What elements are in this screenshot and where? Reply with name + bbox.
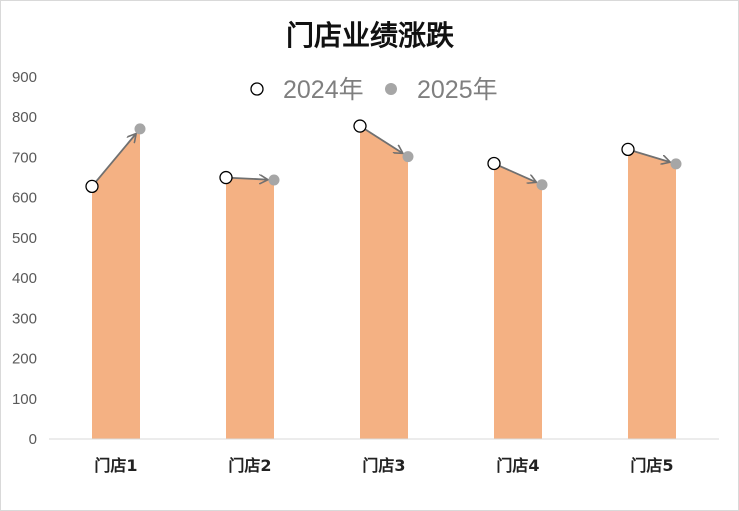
area-segment (494, 163, 542, 439)
area-segment (360, 126, 408, 440)
change-arrow (499, 165, 535, 182)
point-2024 (621, 142, 635, 157)
y-tick-label: 600 (12, 190, 37, 207)
y-tick-label: 700 (12, 149, 37, 166)
point-2024 (353, 119, 367, 133)
point-2024 (487, 156, 501, 171)
legend: 2024年 2025年 (250, 76, 498, 104)
point-2024 (219, 170, 233, 185)
change-arrow (231, 178, 267, 180)
legend-marker-2025 (385, 83, 397, 95)
x-tick-label: 门店1 (94, 456, 137, 475)
y-tick-label: 300 (12, 310, 37, 327)
point-2025 (402, 151, 414, 163)
change-arrows (95, 128, 670, 183)
point-2025 (268, 174, 280, 186)
y-tick-label: 200 (12, 351, 37, 368)
point-2025 (536, 179, 548, 191)
area-segment (92, 128, 140, 439)
x-tick-label: 门店4 (496, 456, 539, 475)
legend-marker-2024 (250, 82, 264, 96)
x-tick-label: 门店3 (362, 456, 405, 475)
x-tick-label: 门店5 (630, 456, 673, 475)
chart-title: 门店业绩涨跌 (286, 19, 454, 52)
change-arrow (95, 134, 136, 183)
x-axis: 门店1 门店2 门店3 门店4 门店5 (94, 456, 673, 475)
change-arrow (633, 150, 670, 162)
y-tick-label: 100 (12, 391, 37, 408)
point-2024 (85, 179, 99, 194)
plot-areas (92, 126, 676, 440)
y-tick-label: 500 (12, 230, 37, 247)
area-segment (628, 149, 676, 439)
legend-label-2024: 2024年 (283, 76, 364, 104)
area-segment (226, 177, 274, 440)
x-tick-label: 门店2 (228, 456, 271, 475)
y-axis: 0 100 200 300 400 500 600 700 800 900 (12, 69, 37, 448)
point-2025 (134, 123, 146, 135)
y-tick-label: 900 (12, 69, 37, 86)
legend-label-2025: 2025年 (417, 76, 498, 104)
point-2025 (670, 158, 682, 170)
data-markers (85, 119, 682, 194)
y-tick-label: 800 (12, 109, 37, 126)
y-tick-label: 400 (12, 270, 37, 287)
change-arrow (364, 128, 402, 153)
y-tick-label: 0 (29, 431, 37, 448)
